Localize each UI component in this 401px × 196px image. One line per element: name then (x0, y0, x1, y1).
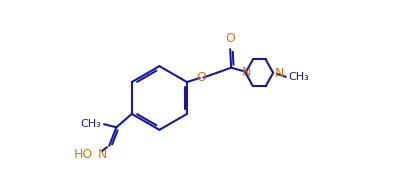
Text: HO: HO (73, 148, 93, 161)
Text: CH₃: CH₃ (289, 72, 309, 82)
Text: O: O (225, 33, 235, 45)
Text: N: N (275, 67, 284, 80)
Text: N: N (242, 66, 251, 79)
Text: CH₃: CH₃ (80, 119, 101, 129)
Text: O: O (196, 72, 206, 84)
Text: N: N (98, 148, 107, 161)
